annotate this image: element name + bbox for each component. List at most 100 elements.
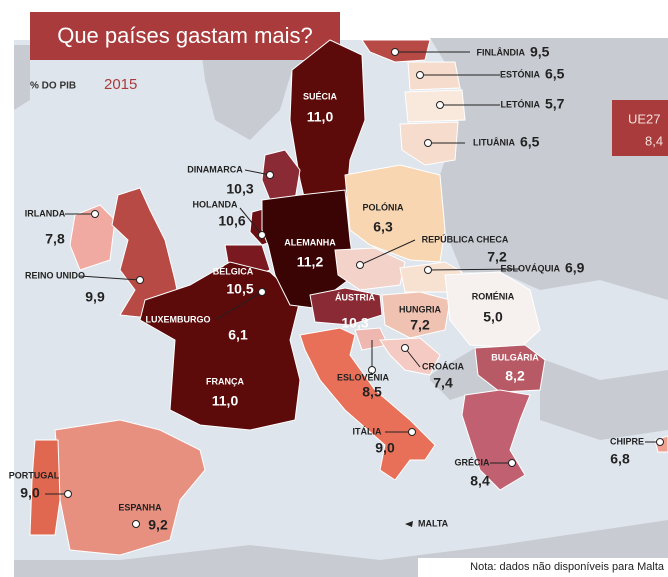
leader-dot [266, 171, 274, 179]
country-name: ITÁLIA [353, 426, 382, 436]
leader-dot [64, 490, 72, 498]
leader-dot [416, 71, 424, 79]
country-name: POLÓNIA [362, 201, 404, 212]
country-value: 7,2 [410, 317, 430, 333]
leader-dot [391, 48, 399, 56]
leader-dot [356, 261, 364, 269]
title-box [30, 12, 340, 60]
country-shape [334, 247, 406, 291]
country-value: 7,8 [45, 231, 65, 247]
country-value: 10,3 [226, 181, 253, 197]
country-value: 5,7 [545, 96, 565, 112]
country-name: CROÁCIA [422, 361, 464, 371]
leader-line [214, 291, 263, 321]
leader-dot [424, 139, 432, 147]
malta-label: MALTA [418, 518, 449, 528]
country-name: HUNGRIA [399, 304, 441, 314]
country-shape [379, 337, 441, 376]
iceland [14, 45, 30, 110]
leader-dot [424, 266, 432, 274]
country-shape [381, 291, 451, 339]
country-name: BÉLGICA [213, 266, 254, 276]
eu-label: UE27 [628, 111, 661, 126]
country-name: GRÉCIA [454, 457, 490, 467]
leader-dot [436, 101, 444, 109]
country-shape [309, 287, 383, 326]
turkey [540, 360, 668, 440]
country-value: 6,8 [610, 451, 630, 467]
eu-value: 8,4 [645, 133, 663, 148]
country-shape [444, 271, 541, 349]
country-name: BULGÁRIA [491, 352, 539, 362]
leader-dot [258, 231, 266, 239]
country-name: FRANÇA [206, 376, 244, 386]
country-name: FINLÂNDIA [477, 46, 526, 57]
leader-dot [258, 288, 266, 296]
east-land [430, 38, 668, 300]
country-name: REPÚBLICA CHECA [422, 233, 509, 244]
country-value: 11,0 [212, 393, 239, 409]
note: Nota: dados não disponíveis para Malta [470, 561, 665, 573]
country-value: 9,5 [530, 44, 550, 60]
country-value: 11,0 [307, 109, 334, 125]
leader-line [427, 268, 521, 271]
balkans [430, 348, 500, 400]
country-value: 6,1 [228, 327, 248, 343]
country-name: LETÓNIA [501, 98, 541, 109]
country-name: HOLANDA [193, 199, 238, 209]
country-value: 8,2 [505, 368, 525, 384]
country-shape [29, 439, 61, 536]
country-value: 10,5 [226, 281, 253, 297]
country-value: 10,3 [341, 315, 368, 331]
country-value: 9,2 [148, 517, 168, 533]
country-value: 6,3 [373, 219, 393, 235]
year: 2015 [104, 76, 137, 93]
country-value: 9,0 [375, 440, 395, 456]
country-name: DINAMARCA [187, 164, 243, 174]
leader-dot [136, 276, 144, 284]
country-name: ÁUSTRIA [335, 292, 375, 302]
country-name: SUÉCIA [303, 91, 338, 101]
norway [200, 40, 362, 140]
leader-line [359, 239, 416, 266]
country-value: 8,5 [362, 384, 382, 400]
country-name: IRLANDA [25, 208, 66, 218]
country-name: ALEMANHA [284, 237, 336, 247]
leader-dot [508, 459, 516, 467]
country-shape [139, 261, 301, 431]
country-name: ESLOVÉNIA [337, 372, 390, 382]
country-shape [69, 204, 116, 271]
countries: FINLÂNDIA 9,5 ESTÓNIA 6,5 LETÓNIA 5,7 LITUÂNIA… [9, 39, 668, 556]
country-name: REINO UNIDO [25, 270, 85, 280]
country-value: 7,2 [487, 249, 507, 265]
subtitle: % DO PIB [30, 81, 76, 92]
country-value: 9,9 [85, 289, 105, 305]
country-name: ESTÓNIA [500, 68, 541, 79]
leader-dot [132, 520, 140, 528]
leader-line [239, 207, 263, 236]
country-name: ESPANHA [118, 502, 162, 512]
leader-line [404, 347, 421, 368]
country-shape [407, 61, 461, 91]
country-value: 6,5 [520, 134, 540, 150]
country-value: 6,9 [565, 260, 585, 276]
country-name: PORTUGAL [9, 470, 60, 480]
leader-dot [91, 210, 99, 218]
country-value: 5,0 [483, 309, 503, 325]
country-value: 10,6 [218, 213, 245, 229]
country-value: 9,0 [20, 485, 40, 501]
country-name: ESLOVÁQUIA [500, 263, 560, 273]
country-value: 6,5 [545, 66, 565, 82]
country-shape [344, 164, 446, 263]
country-value: 7,4 [433, 375, 453, 391]
country-name: CHIPRE [610, 436, 644, 446]
eu-box [612, 100, 668, 156]
country-value: 8,4 [470, 473, 490, 489]
note-bg [418, 558, 668, 577]
leader-dot [401, 344, 409, 352]
title: Que países gastam mais? [57, 23, 313, 48]
leader-dot [368, 366, 376, 374]
country-value: 11,2 [297, 254, 324, 270]
malta-marker [405, 521, 413, 527]
